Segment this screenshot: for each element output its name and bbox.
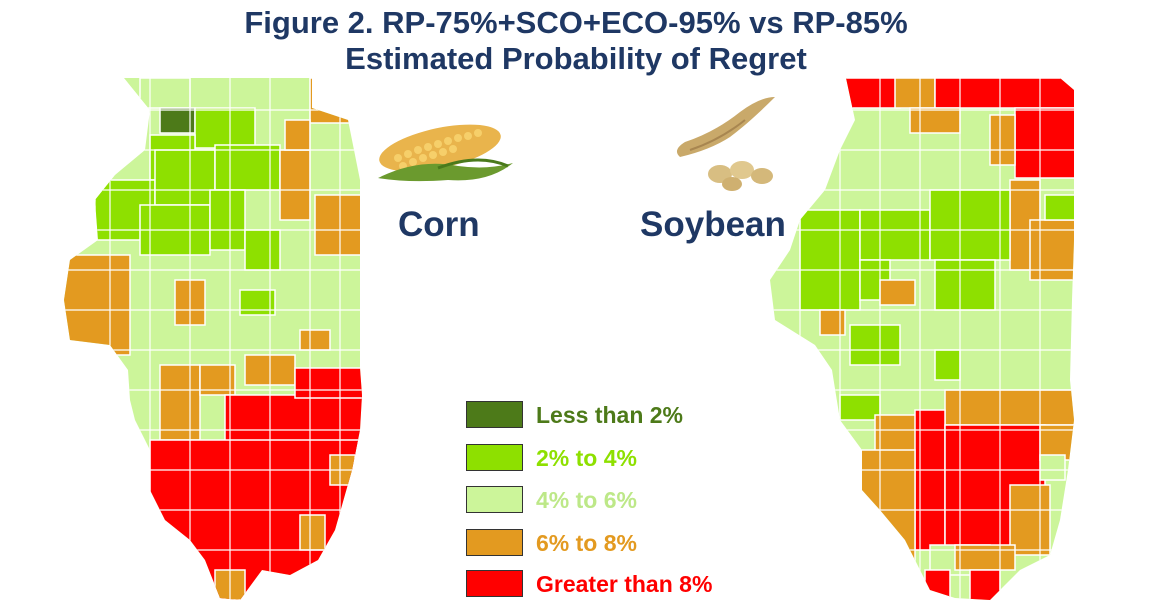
legend-label: 6% to 8% bbox=[536, 530, 637, 556]
soybean-pod-icon bbox=[676, 97, 775, 191]
legend-label: 4% to 6% bbox=[536, 487, 637, 513]
soy-county bbox=[934, 259, 996, 311]
soy-county bbox=[1044, 194, 1074, 221]
soy-county bbox=[954, 544, 1016, 571]
corn-county bbox=[309, 78, 351, 124]
corn-county bbox=[154, 149, 216, 206]
soy-county bbox=[894, 78, 936, 109]
corn-county bbox=[294, 367, 362, 399]
soy-county bbox=[909, 107, 961, 134]
corn-county bbox=[64, 254, 131, 356]
legend-swatch bbox=[466, 401, 523, 428]
soy-county bbox=[1029, 219, 1074, 281]
soy-county bbox=[859, 449, 916, 600]
corn-county bbox=[239, 289, 276, 316]
soy-county bbox=[1014, 107, 1074, 179]
soybean-label: Soybean bbox=[640, 205, 786, 244]
soy-county bbox=[839, 78, 901, 109]
soy-county bbox=[839, 394, 881, 421]
figure-title: Figure 2. RP-75%+SCO+ECO-95% vs RP-85% bbox=[244, 5, 908, 40]
soy-county bbox=[924, 569, 951, 600]
corn-label: Corn bbox=[398, 205, 480, 244]
soy-county bbox=[879, 279, 916, 306]
legend-label: Less than 2% bbox=[536, 402, 683, 428]
corn-county bbox=[209, 189, 246, 251]
soy-county bbox=[969, 569, 1001, 600]
soy-county bbox=[849, 324, 901, 366]
corn-counties bbox=[64, 78, 362, 600]
legend-swatch bbox=[466, 529, 523, 556]
soy-county bbox=[929, 189, 1011, 261]
corn-cob-icon bbox=[378, 124, 513, 182]
soy-county bbox=[934, 349, 961, 381]
soy-county bbox=[934, 78, 1074, 109]
corn-county bbox=[299, 329, 331, 351]
soy-county bbox=[1039, 454, 1066, 481]
corn-county bbox=[194, 107, 256, 149]
corn-county bbox=[244, 229, 281, 271]
soy-county bbox=[944, 389, 1074, 426]
legend-swatch bbox=[466, 570, 523, 597]
soy-county bbox=[859, 209, 931, 261]
corn-county bbox=[279, 149, 311, 221]
soy-county bbox=[819, 309, 846, 336]
corn-county bbox=[139, 78, 191, 109]
corn-county bbox=[299, 514, 326, 551]
soy-county bbox=[799, 209, 861, 311]
legend-label: Greater than 8% bbox=[536, 571, 713, 597]
legend-label: 2% to 4% bbox=[536, 445, 637, 471]
legend-swatch bbox=[466, 444, 523, 471]
soy-county bbox=[1009, 484, 1051, 556]
figure-subtitle: Estimated Probability of Regret bbox=[345, 41, 807, 76]
corn-county bbox=[159, 364, 201, 441]
legend-swatch bbox=[466, 486, 523, 513]
soy-county bbox=[989, 114, 1016, 166]
soybean-counties bbox=[770, 78, 1074, 600]
corn-county bbox=[284, 119, 311, 151]
